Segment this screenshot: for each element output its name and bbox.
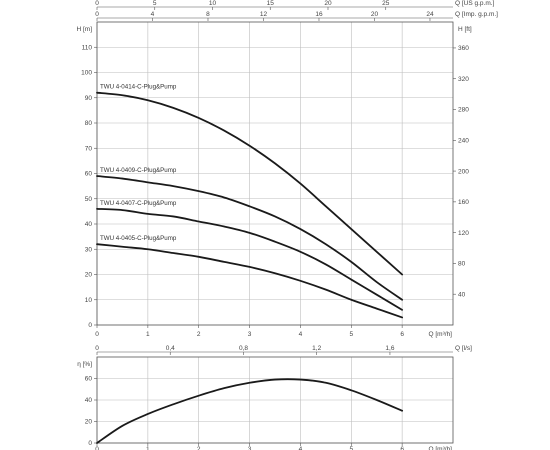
y-right-tick-label: 160 (458, 199, 469, 206)
top-axis-label: Q [Imp. g.p.m.] (455, 11, 498, 18)
x-tick-label: 2 (197, 331, 201, 338)
top-tick-label: 1,6 (385, 345, 394, 352)
x-axis-label: Q [m³/h] (429, 331, 453, 338)
top-tick-label: 5 (153, 0, 157, 7)
series-line (96, 91, 404, 276)
y-tick-label: 0 (88, 322, 92, 329)
y-axis-label: η [%] (77, 361, 92, 368)
series-line (96, 207, 404, 311)
y-axis-label: H [m] (76, 26, 92, 33)
y-right-tick-label: 240 (458, 137, 469, 144)
y-tick-label: 10 (85, 297, 93, 304)
y-tick-label: 60 (85, 376, 93, 383)
top-tick-label: 8 (206, 11, 210, 18)
x-tick-label: 5 (349, 446, 353, 450)
series-label: TWU 4-0414-C-Plug&Pump (100, 84, 177, 91)
top-tick-label: 1,2 (312, 345, 321, 352)
top-tick-label: 25 (382, 0, 390, 7)
x-tick-label: 6 (400, 331, 404, 338)
y-tick-label: 70 (85, 145, 93, 152)
x-tick-label: 2 (197, 446, 201, 450)
top-tick-label: 20 (371, 11, 379, 18)
y-tick-label: 80 (85, 120, 93, 127)
top-tick-label: 0 (95, 345, 99, 352)
x-tick-label: 5 (349, 331, 353, 338)
top-tick-label: 20 (324, 0, 332, 7)
y-right-tick-label: 40 (458, 291, 466, 298)
y-tick-label: 40 (85, 397, 93, 404)
x-tick-label: 0 (95, 331, 99, 338)
y-right-axis-label: H [ft] (458, 26, 472, 33)
y-tick-label: 40 (85, 221, 93, 228)
y-tick-label: 110 (82, 44, 93, 51)
top-tick-label: 0 (95, 0, 99, 7)
y-tick-label: 100 (81, 70, 92, 77)
x-tick-label: 3 (248, 446, 252, 450)
top-axis-label: Q [l/s] (455, 345, 472, 352)
series-line (96, 378, 404, 444)
top-tick-label: 4 (151, 11, 155, 18)
top-tick-label: 0,8 (239, 345, 248, 352)
y-tick-label: 20 (85, 272, 93, 279)
series-label: TWU 4-0405-C-Plug&Pump (100, 235, 177, 242)
y-tick-label: 90 (85, 95, 93, 102)
series-label: TWU 4-0409-C-Plug&Pump (100, 167, 177, 174)
y-right-tick-label: 320 (458, 76, 469, 83)
y-right-tick-label: 280 (458, 107, 469, 114)
efficiency-curve-chart: 0 1 2 3 4 5 6 Q [m³/h] 0 20 40 60 η [%] 0 0,4 0,8 1,2 1,6… (77, 345, 472, 450)
x-tick-label: 0 (95, 446, 99, 450)
y-right-tick-label: 120 (458, 230, 469, 237)
y-tick-label: 50 (85, 196, 93, 203)
y-right-tick-label: 80 (458, 261, 466, 268)
series-line (96, 243, 404, 319)
top-tick-label: 15 (267, 0, 275, 7)
y-right-tick-label: 200 (458, 168, 469, 175)
top-tick-label: 10 (209, 0, 217, 7)
series-line (96, 175, 404, 301)
top-tick-label: 16 (315, 11, 323, 18)
y-tick-label: 60 (85, 171, 93, 178)
x-tick-label: 6 (400, 446, 404, 450)
y-right-tick-label: 360 (458, 45, 469, 52)
series-label: TWU 4-0407-C-Plug&Pump (100, 200, 177, 207)
y-tick-label: 30 (85, 246, 93, 253)
y-tick-label: 0 (88, 440, 92, 447)
top-axis-label: Q [US g.p.m.] (455, 0, 495, 7)
top-tick-label: 12 (260, 11, 268, 18)
top-tick-label: 0 (95, 11, 99, 18)
x-axis-label: Q [m³/h] (429, 446, 453, 450)
y-tick-label: 20 (85, 419, 93, 426)
x-tick-label: 1 (146, 446, 150, 450)
top-tick-label: 24 (426, 11, 434, 18)
top-tick-label: 0,4 (166, 345, 175, 352)
x-tick-label: 4 (299, 331, 303, 338)
x-tick-label: 1 (146, 331, 150, 338)
x-tick-label: 4 (299, 446, 303, 450)
x-tick-label: 3 (248, 331, 252, 338)
